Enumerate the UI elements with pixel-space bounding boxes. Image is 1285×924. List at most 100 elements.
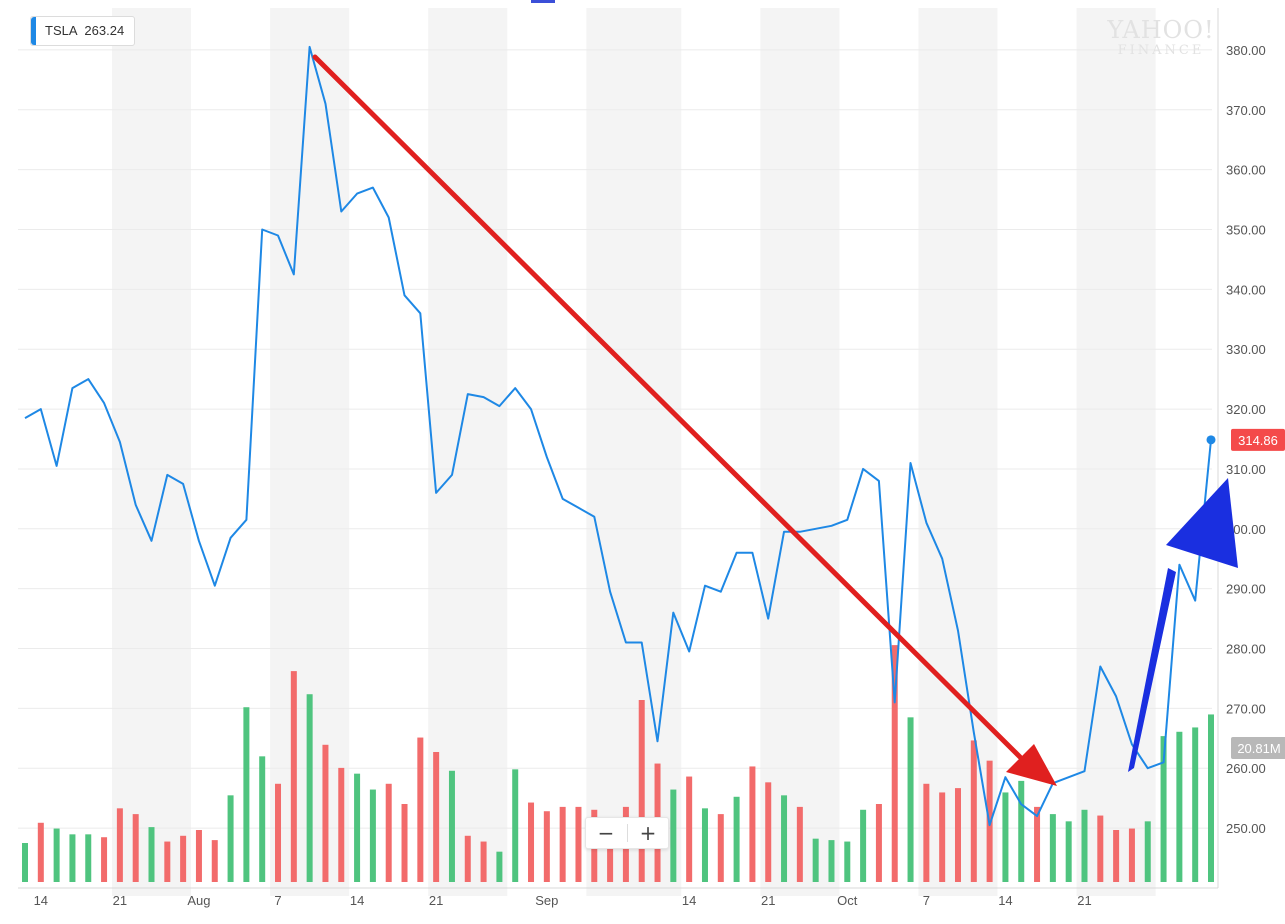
volume-bar: [1065, 821, 1072, 882]
volume-bar: [528, 802, 535, 882]
volume-bar: [1160, 736, 1167, 882]
series-legend[interactable]: TSLA 263.24: [30, 16, 136, 46]
week-band: [586, 8, 682, 896]
volume-bar: [970, 740, 977, 882]
y-tick-label: 370.00: [1226, 103, 1266, 118]
y-tick-label: 300.00: [1226, 522, 1266, 537]
volume-bar: [559, 806, 566, 882]
volume-bar: [433, 752, 440, 882]
volume-bar: [69, 834, 76, 882]
y-tick-label: 280.00: [1226, 642, 1266, 657]
y-tick-label: 320.00: [1226, 402, 1266, 417]
y-axis: 380.00 370.00 360.00 350.00 340.00 330.00 320.…: [1226, 43, 1266, 836]
volume-bar: [180, 835, 187, 882]
x-tick-label: Aug: [187, 893, 210, 908]
value-badges: 314.86 20.81M: [1231, 428, 1285, 759]
grid-lines: [18, 8, 1219, 889]
x-tick-label: 7: [274, 893, 281, 908]
volume-bar: [211, 840, 218, 882]
legend-color-swatch: [31, 17, 36, 45]
x-tick-label: 21: [1077, 893, 1091, 908]
y-tick-label: 360.00: [1226, 163, 1266, 178]
x-tick-label: 21: [429, 893, 443, 908]
legend-symbol: TSLA: [45, 23, 77, 38]
volume-bar: [1034, 806, 1041, 882]
x-tick-label: 7: [923, 893, 930, 908]
volume-bar: [701, 808, 708, 882]
annotations: [312, 54, 1238, 786]
x-tick-label: 21: [113, 893, 127, 908]
y-tick-label: 270.00: [1226, 701, 1266, 716]
volume-bar: [1002, 792, 1009, 882]
volume-bar: [575, 806, 582, 882]
volume-bar: [195, 830, 202, 882]
volume-bar: [101, 837, 108, 882]
volume-bar: [828, 840, 835, 882]
volume-bar: [765, 782, 772, 882]
volume-bar: [860, 809, 867, 882]
volume-bars: [22, 645, 1214, 882]
zoom-control: − +: [585, 817, 669, 849]
volume-bar: [306, 694, 313, 882]
volume-bar: [164, 841, 171, 882]
x-tick-label: 14: [350, 893, 364, 908]
y-tick-label: 330.00: [1226, 342, 1266, 357]
volume-bar: [812, 838, 819, 882]
volume-bar: [781, 795, 788, 882]
volume-bar: [53, 828, 60, 882]
volume-bar: [369, 789, 376, 882]
volume-bar: [749, 766, 756, 882]
volume-bar: [638, 700, 645, 882]
legend-price: 263.24: [84, 23, 125, 38]
x-tick-label: 14: [998, 893, 1012, 908]
red-downtrend-arrow-shaft: [312, 54, 1023, 760]
volume-bar: [1018, 780, 1025, 882]
volume-bar: [1081, 809, 1088, 882]
volume-bar: [796, 806, 803, 882]
last-price-badge: [1231, 428, 1285, 451]
x-tick-label: 14: [34, 893, 48, 908]
y-tick-label: 340.00: [1226, 282, 1266, 297]
volume-bar: [338, 767, 345, 882]
volume-bar: [401, 804, 408, 882]
volume-bar: [480, 841, 487, 882]
logo-line-2: FINANCE: [1117, 43, 1205, 58]
volume-bar: [132, 814, 139, 882]
y-tick-label: 310.00: [1226, 462, 1266, 477]
x-tick-label: Oct: [837, 893, 858, 908]
yahoo-finance-logo: YAHOO! FINANCE: [1106, 18, 1216, 57]
volume-bar: [1049, 814, 1056, 882]
week-band: [1076, 8, 1156, 896]
volume-bar: [717, 814, 724, 882]
volume-bar: [417, 737, 424, 882]
volume-bar: [385, 783, 392, 882]
last-volume-badge-label: 20.81M: [1237, 741, 1280, 756]
y-tick-label: 290.00: [1226, 582, 1266, 597]
volume-bar: [1208, 714, 1214, 882]
volume-bar: [939, 792, 946, 882]
volume-bar: [227, 795, 234, 882]
zoom-out-button[interactable]: −: [586, 818, 626, 848]
zoom-in-button[interactable]: +: [628, 818, 668, 848]
volume-bar: [354, 773, 361, 882]
volume-bar: [512, 769, 519, 882]
week-band: [760, 8, 840, 896]
week-bands: [111, 8, 1156, 896]
price-series: [24, 45, 1216, 827]
x-tick-label: Sep: [535, 893, 558, 908]
volume-bar: [496, 851, 503, 882]
volume-bar: [923, 783, 930, 882]
volume-bar: [1192, 727, 1199, 882]
x-tick-label: 14: [682, 893, 696, 908]
volume-bar: [1128, 828, 1135, 882]
volume-bar: [1113, 830, 1120, 882]
last-price-dot: [1206, 435, 1216, 445]
last-price-badge-label: 314.86: [1238, 433, 1278, 448]
volume-bar: [1176, 731, 1183, 882]
volume-bar: [607, 819, 614, 882]
zoom-divider: [626, 824, 628, 842]
logo-line-1: YAHOO!: [1107, 16, 1215, 44]
volume-bar: [37, 822, 44, 882]
volume-bar: [875, 804, 882, 882]
